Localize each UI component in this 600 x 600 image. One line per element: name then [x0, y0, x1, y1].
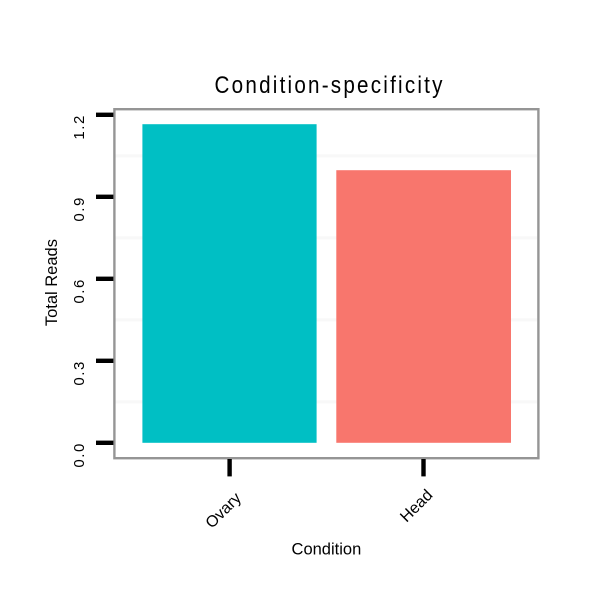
svg-text:0.3: 0.3: [71, 362, 88, 386]
svg-text:Condition: Condition: [292, 540, 362, 558]
svg-text:Total Reads: Total Reads: [43, 239, 61, 326]
svg-text:1.2: 1.2: [71, 116, 88, 140]
svg-text:0.9: 0.9: [71, 198, 88, 222]
svg-text:0.6: 0.6: [71, 280, 88, 304]
svg-text:0.0: 0.0: [71, 444, 88, 468]
